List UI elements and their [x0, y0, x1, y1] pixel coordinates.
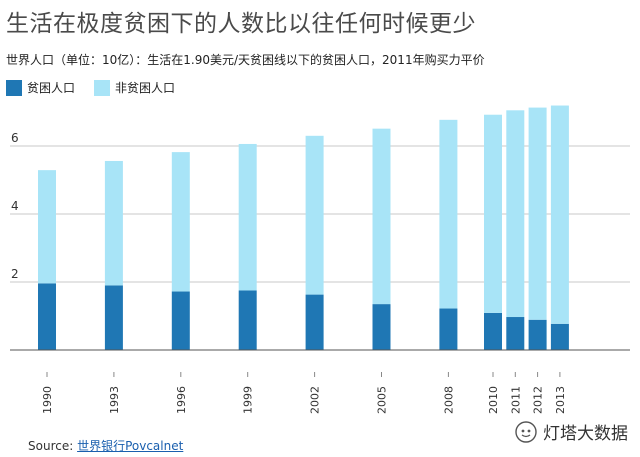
legend-item-nonpoor: 非贫困人口	[94, 79, 175, 96]
bar-nonpoor	[38, 170, 56, 284]
bar-poor	[550, 323, 569, 350]
bar-poor	[506, 317, 525, 350]
chart-title: 生活在极度贫困下的人数比以往任何时候更少	[6, 11, 476, 37]
bar-poor	[238, 290, 257, 350]
legend-label-nonpoor: 非贫困人口	[115, 81, 176, 95]
bar-poor	[439, 308, 458, 350]
legend-swatch-poor	[6, 79, 22, 96]
source-label: Source:	[28, 439, 78, 453]
bar-nonpoor	[506, 110, 525, 318]
bar-nonpoor	[305, 135, 324, 295]
bar-poor	[38, 283, 56, 350]
bar-poor	[305, 294, 324, 350]
legend-item-poor: 贫困人口	[6, 79, 75, 96]
chart-subtitle: 世界人口（单位：10亿）：生活在1.90美元/天贫困线以下的贫困人口，2011年…	[6, 53, 485, 67]
watermark-text: 灯塔大数据	[543, 424, 628, 444]
y-tick-label: 4	[11, 199, 19, 213]
bar-nonpoor	[528, 107, 547, 320]
bar-poor	[484, 312, 502, 350]
legend-label-poor: 贫困人口	[27, 81, 76, 95]
wechat-icon	[515, 420, 537, 443]
bar-nonpoor	[104, 160, 123, 286]
x-tick-label: 1993	[108, 386, 121, 414]
bar-nonpoor	[238, 143, 257, 291]
bar-poor	[528, 319, 547, 350]
x-tick-label: 1990	[41, 386, 54, 414]
y-tick-label: 6	[11, 131, 19, 145]
x-tick-label: 2002	[309, 386, 322, 414]
x-tick-label: 1999	[242, 386, 255, 414]
x-tick-label: 2013	[554, 386, 567, 414]
bar-poor	[171, 291, 190, 350]
x-tick-label: 2010	[487, 386, 500, 414]
x-tick-label: 2011	[509, 386, 522, 414]
x-tick-label: 2005	[376, 386, 389, 414]
bar-nonpoor	[484, 114, 502, 313]
source-note: Source: 世界银行Povcalnet	[28, 437, 183, 454]
source-link[interactable]: 世界银行Povcalnet	[77, 439, 184, 453]
bar-poor	[372, 304, 391, 350]
y-tick-label: 2	[11, 267, 19, 281]
x-tick-label: 2008	[442, 386, 455, 414]
bar-nonpoor	[372, 128, 391, 305]
watermark: 灯塔大数据	[515, 419, 628, 444]
bar-nonpoor	[550, 105, 569, 324]
legend-swatch-nonpoor	[94, 79, 110, 96]
bar-nonpoor	[439, 119, 458, 309]
bar-nonpoor	[171, 152, 190, 292]
x-tick-label: 2012	[532, 386, 545, 414]
bar-poor	[104, 285, 123, 350]
stacked-bar-chart: 2 4 6 1990 1993 1996 1999 2002 2005 2008 2010 2011 2…	[10, 105, 630, 414]
x-tick-label: 1996	[175, 386, 188, 414]
